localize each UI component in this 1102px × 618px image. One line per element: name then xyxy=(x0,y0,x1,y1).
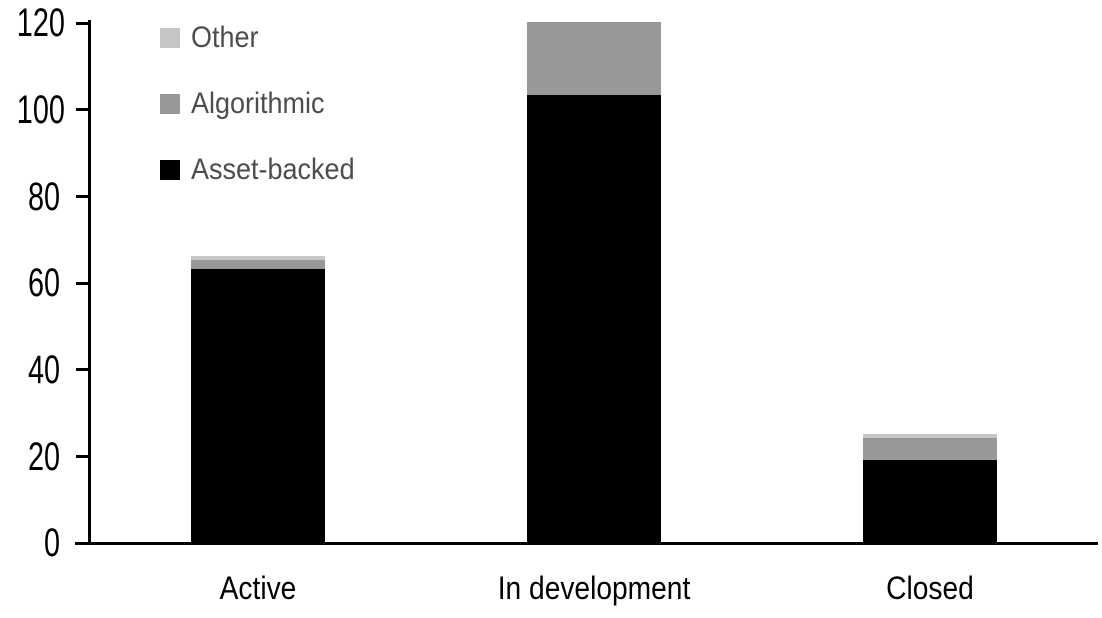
y-tick xyxy=(76,108,91,112)
bar-segment-algorithmic-active xyxy=(191,260,325,269)
y-tick xyxy=(76,281,91,285)
y-tick-label: 40 xyxy=(27,347,60,392)
y-tick xyxy=(76,195,91,198)
bar-segment-other-active xyxy=(191,255,325,261)
bar-segment-other-closed xyxy=(863,433,997,438)
y-tick-label: 20 xyxy=(27,434,60,479)
bar-segment-asset-backed-closed xyxy=(863,459,997,542)
legend-swatch-icon xyxy=(160,160,180,180)
y-tick-label: 0 xyxy=(43,521,60,566)
legend-swatch-icon xyxy=(160,94,180,114)
legend-swatch-icon xyxy=(160,28,180,48)
bar-segment-algorithmic-in-development xyxy=(527,21,661,96)
legend-label: Algorithmic xyxy=(191,87,325,120)
x-axis-line xyxy=(75,542,1098,545)
x-category-label: In development xyxy=(497,570,691,606)
x-category-label: Active xyxy=(219,570,297,606)
bar-segment-asset-backed-active xyxy=(191,268,325,542)
y-tick-label: 80 xyxy=(27,174,60,219)
y-tick xyxy=(76,21,91,25)
bar-segment-algorithmic-closed xyxy=(863,437,997,460)
y-tick xyxy=(76,368,91,372)
y-tick-label: 60 xyxy=(27,261,60,306)
y-tick xyxy=(76,541,91,545)
legend-label: Asset-backed xyxy=(191,153,355,186)
bar-segment-asset-backed-in-development xyxy=(527,95,661,542)
y-tick xyxy=(76,455,91,459)
y-tick-label: 100 xyxy=(16,87,65,132)
x-category-label: Closed xyxy=(886,570,974,606)
legend-label: Other xyxy=(191,21,259,54)
y-tick-label: 120 xyxy=(16,1,65,46)
